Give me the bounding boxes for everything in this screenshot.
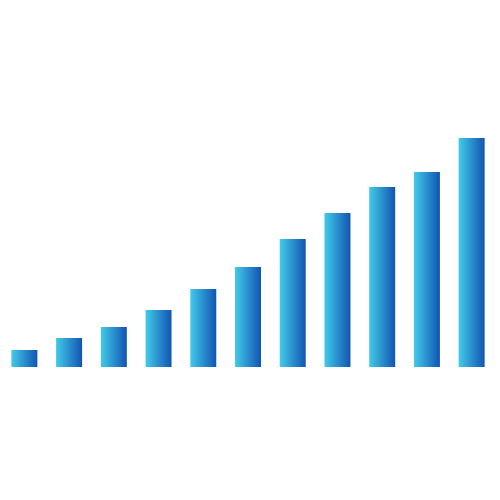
bar: [235, 267, 261, 367]
bar: [190, 289, 217, 367]
bar: [413, 172, 440, 367]
bar: [279, 239, 306, 367]
bar: [369, 187, 396, 367]
bar: [458, 138, 485, 367]
bar: [11, 350, 38, 367]
bar: [56, 338, 83, 367]
bar: [145, 310, 172, 367]
bar: [100, 327, 127, 367]
bar: [324, 213, 351, 367]
